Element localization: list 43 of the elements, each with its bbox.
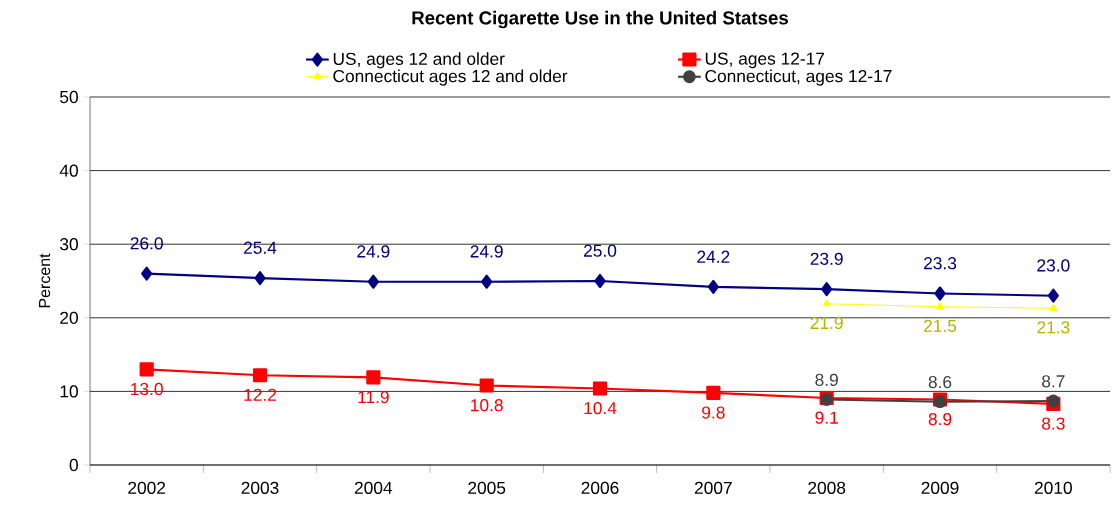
legend-label: US, ages 12-17 [705,52,825,69]
data-label: 11.9 [358,390,389,404]
data-label: 23.9 [810,252,843,265]
data-label: 21.5 [924,319,957,333]
y-tick-label: 0 [69,458,78,472]
y-tick-label: 50 [60,90,78,104]
data-label: 8.7 [1042,375,1065,388]
y-tick-label: 20 [60,311,78,324]
x-tick-label: 2005 [468,481,506,494]
data-label: 10.4 [584,401,617,415]
data-label: 10.8 [471,399,503,412]
data-label: 12.2 [244,388,276,401]
x-tick-label: 2006 [581,481,619,494]
data-label: 9.1 [815,411,838,424]
data-label: 8.6 [928,375,952,389]
data-label: 25.4 [244,241,277,254]
legend-label: Connecticut, ages 12-17 [705,69,892,86]
data-label: 24.2 [697,250,730,263]
legend-label: Connecticut ages 12 and older [333,69,568,86]
x-tick-label: 2010 [1034,481,1072,494]
data-label: 23.0 [1037,259,1070,272]
x-tick-label: 2004 [354,481,393,494]
data-label: 8.9 [928,413,952,426]
y-axis-title: Percent [39,253,51,308]
data-label: 25.0 [584,244,617,257]
x-tick-label: 2002 [128,481,166,494]
y-tick-label: 10 [60,385,78,398]
data-label: 8.9 [815,373,838,386]
data-label: 9.8 [702,406,725,419]
legend-label: US, ages 12 and older [333,52,505,69]
data-label: 21.3 [1037,321,1070,334]
data-label: 23.3 [924,257,957,270]
data-label: 24.9 [470,245,503,258]
y-tick-label: 40 [59,164,78,177]
x-tick-label: 2007 [694,481,732,494]
x-tick-label: 2003 [241,481,279,494]
data-label: 8.3 [1042,417,1065,430]
x-tick-label: 2008 [808,481,846,494]
y-tick-label: 30 [60,238,78,251]
chart-title: Recent Cigarette Use in the United Statses [412,10,788,29]
x-tick-label: 2009 [921,481,959,494]
data-label: 24.9 [357,245,390,258]
data-label: 21.9 [810,316,843,330]
